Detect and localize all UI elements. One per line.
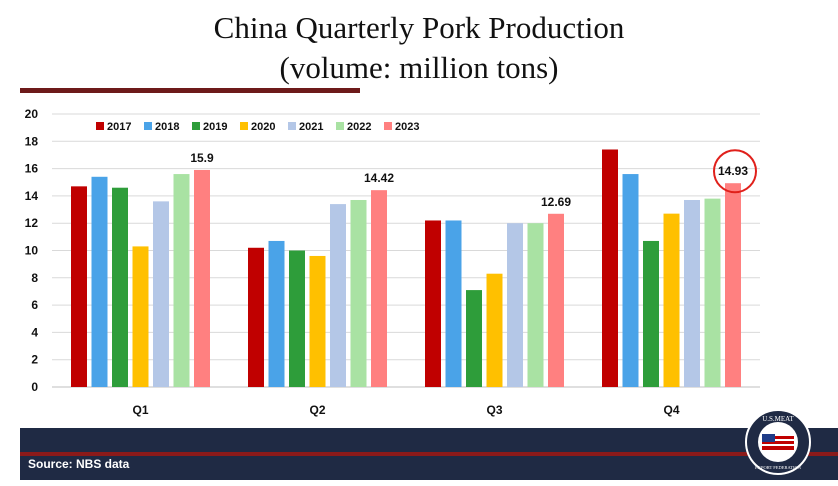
bar-2017-q3 (425, 220, 441, 387)
bar-2018-q3 (445, 220, 462, 387)
bar-2017-q2 (248, 247, 264, 387)
bar-2020-q1 (132, 246, 149, 387)
data-label: 14.42 (364, 171, 394, 185)
bar-2019-q1 (112, 187, 128, 387)
bar-2022-q3 (527, 223, 544, 387)
bar-2022-q2 (350, 199, 367, 387)
y-tick-label: 2 (31, 353, 38, 367)
y-tick-label: 12 (25, 216, 39, 230)
bar-2020-q2 (309, 255, 326, 387)
y-tick-label: 14 (25, 189, 39, 203)
x-tick-label: Q3 (486, 403, 502, 417)
y-tick-label: 6 (31, 298, 38, 312)
bar-2022-q4 (704, 198, 721, 387)
bar-2021-q1 (153, 201, 169, 387)
data-label: 15.9 (190, 151, 214, 165)
y-tick-label: 20 (25, 107, 39, 121)
bar-2019-q4 (643, 240, 659, 387)
bar-2018-q1 (91, 176, 108, 387)
legend-swatch-2019 (192, 122, 200, 130)
data-label: 14.93 (718, 164, 748, 178)
y-tick-label: 16 (25, 162, 39, 176)
legend-swatch-2021 (288, 122, 296, 130)
bar-2018-q4 (622, 174, 639, 387)
legend-label-2022: 2022 (347, 121, 371, 133)
logo-text-bottom: EXPORT FEDERATION (755, 465, 802, 470)
bar-2021-q2 (330, 204, 346, 387)
highlight-circle (713, 149, 757, 194)
legend-label-2023: 2023 (395, 121, 419, 133)
legend-swatch-2022 (336, 122, 344, 130)
legend-label-2018: 2018 (155, 121, 179, 133)
legend-swatch-2020 (240, 122, 248, 130)
chart-title: China Quarterly Pork Production (213, 10, 625, 45)
bar-2023-q2 (371, 190, 387, 387)
legend-swatch-2023 (384, 122, 392, 130)
x-tick-label: Q1 (132, 403, 148, 417)
legend-label-2020: 2020 (251, 121, 275, 133)
bar-2017-q1 (71, 186, 87, 387)
legend-label-2019: 2019 (203, 121, 227, 133)
legend-swatch-2018 (144, 122, 152, 130)
bar-2019-q2 (289, 250, 305, 387)
x-tick-label: Q4 (663, 403, 679, 417)
bar-2021-q4 (684, 199, 700, 387)
bar-2019-q3 (466, 290, 482, 387)
logo-text-top: U.S.MEAT (762, 415, 794, 423)
chart-subtitle: (volume: million tons) (279, 50, 559, 85)
bar-2023-q1 (194, 169, 210, 387)
bar-2023-q3 (548, 213, 564, 387)
y-tick-label: 18 (25, 134, 39, 148)
bar-2023-q4 (725, 183, 741, 387)
source-note: Source: NBS data (28, 457, 130, 471)
bar-2020-q3 (486, 273, 503, 387)
y-tick-label: 4 (31, 325, 38, 339)
bar-2021-q3 (507, 223, 523, 387)
footer-band (20, 428, 838, 486)
y-tick-label: 8 (31, 271, 38, 285)
legend-label-2021: 2021 (299, 121, 323, 133)
x-tick-label: Q2 (309, 403, 325, 417)
y-tick-label: 0 (31, 380, 38, 394)
legend-swatch-2017 (96, 122, 104, 130)
bar-2022-q1 (173, 174, 190, 387)
bar-2018-q2 (268, 240, 285, 387)
bar-2017-q4 (602, 149, 618, 387)
data-label: 12.69 (541, 195, 571, 209)
bar-2020-q4 (663, 213, 680, 387)
y-tick-label: 10 (25, 244, 39, 258)
title-underline (20, 88, 360, 93)
legend-label-2017: 2017 (107, 121, 131, 133)
usmef-logo: U.S.MEAT EXPORT FEDERATION (745, 409, 811, 475)
